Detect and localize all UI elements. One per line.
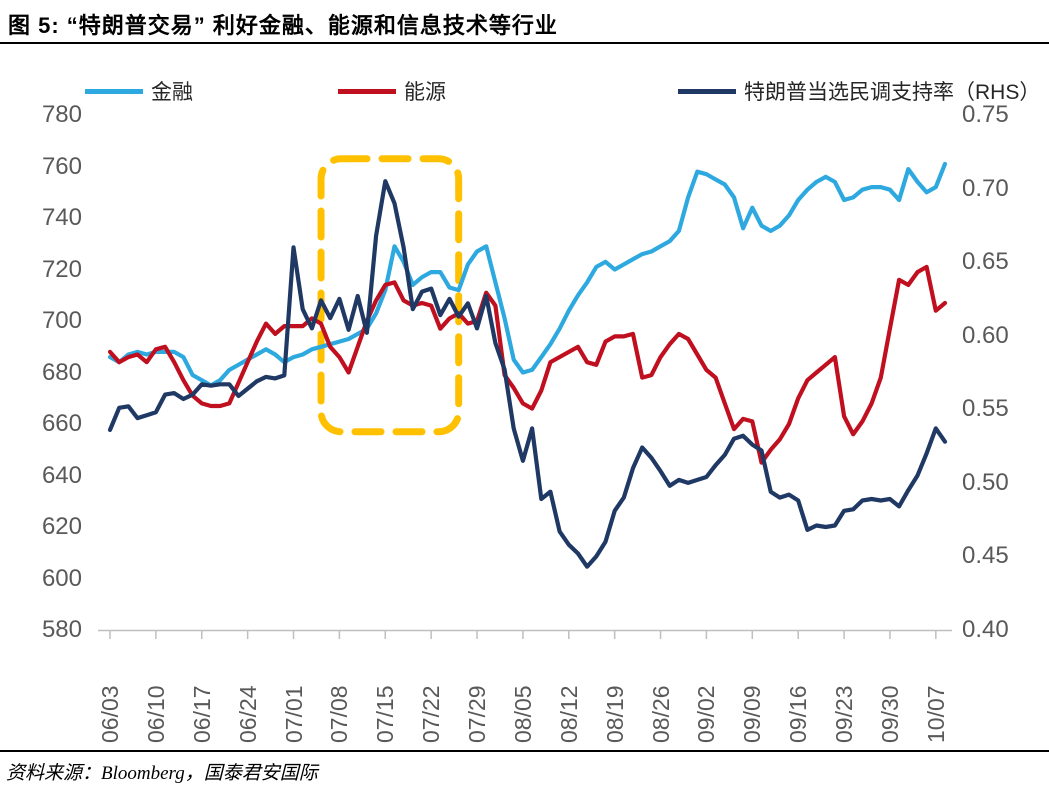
- left-axis-tick-580: 580: [41, 616, 82, 643]
- x-axis-tick-07/08: 07/08: [326, 685, 353, 743]
- left-axis-tick-600: 600: [41, 564, 82, 592]
- right-axis-tick-0.45: 0.45: [962, 542, 1009, 570]
- x-axis-tick-06/17: 06/17: [188, 685, 215, 743]
- legend-label-finance: 金融: [151, 81, 193, 104]
- left-axis-tick-760: 760: [41, 152, 82, 180]
- legend-label-trump-poll: 特朗普当选民调支持率（RHS）: [744, 81, 1041, 104]
- x-axis-tick-07/29: 07/29: [464, 685, 491, 743]
- source-note: 资料来源：Bloomberg，国泰君安国际: [6, 763, 318, 784]
- finance-line-swatch: [85, 88, 143, 94]
- x-axis-tick-09/30: 09/30: [876, 685, 903, 743]
- x-axis-tick-06/03: 06/03: [97, 685, 123, 743]
- left-axis-tick-660: 660: [41, 410, 82, 437]
- right-axis-tick-0.65: 0.65: [962, 248, 1009, 276]
- left-axis-tick-700: 700: [41, 307, 82, 334]
- footer-divider: [0, 750, 1049, 752]
- energy-line-swatch: [338, 88, 396, 94]
- x-axis-tick-08/26: 08/26: [647, 685, 674, 743]
- x-axis-tick-09/09: 09/09: [739, 685, 766, 743]
- series-line-2: [107, 179, 948, 569]
- legend-label-energy: 能源: [404, 81, 446, 104]
- legend-item-energy: 能源: [338, 76, 446, 106]
- left-axis-tick-620: 620: [41, 513, 82, 540]
- right-axis-tick-0.55: 0.55: [962, 395, 1009, 423]
- legend-item-finance: 金融: [85, 76, 193, 106]
- title-divider: [0, 42, 1049, 44]
- left-axis-tick-780: 780: [41, 101, 82, 128]
- figure-title: 图 5: “特朗普交易” 利好金融、能源和信息技术等行业: [8, 13, 558, 38]
- series-line-1: [107, 264, 948, 465]
- x-axis-tick-06/24: 06/24: [234, 685, 261, 743]
- x-axis-tick-09/02: 09/02: [693, 685, 720, 743]
- chart-legend: 金融 能源 特朗普当选民调支持率（RHS）: [0, 76, 1049, 104]
- x-axis-tick-09/23: 09/23: [831, 685, 858, 743]
- left-axis-tick-720: 720: [41, 255, 82, 283]
- x-axis-tick-08/05: 08/05: [509, 685, 536, 743]
- x-axis-tick-10/07: 10/07: [922, 685, 949, 743]
- left-axis-tick-680: 680: [41, 358, 82, 386]
- chart-canvas: [98, 155, 952, 639]
- right-axis-tick-0.75: 0.75: [962, 101, 1009, 128]
- series-line-0: [107, 161, 948, 388]
- left-axis-tick-740: 740: [41, 204, 82, 231]
- x-axis-tick-07/22: 07/22: [418, 685, 445, 743]
- right-axis-tick-0.40: 0.40: [962, 616, 1009, 643]
- legend-item-trump-poll: 特朗普当选民调支持率（RHS）: [678, 76, 1040, 106]
- left-axis-tick-640: 640: [41, 461, 82, 489]
- x-axis-tick-07/01: 07/01: [280, 685, 307, 743]
- x-axis-tick-07/15: 07/15: [372, 685, 399, 743]
- right-axis-tick-0.60: 0.60: [962, 321, 1009, 349]
- right-axis-tick-0.70: 0.70: [962, 174, 1009, 202]
- right-axis-tick-0.50: 0.50: [962, 468, 1009, 496]
- x-axis-tick-08/19: 08/19: [601, 685, 628, 743]
- x-axis-tick-09/16: 09/16: [785, 685, 812, 743]
- highlight-box: [317, 155, 463, 436]
- x-axis-tick-06/10: 06/10: [142, 685, 169, 743]
- trump-poll-line-swatch: [678, 88, 736, 94]
- x-axis-tick-08/12: 08/12: [555, 685, 582, 743]
